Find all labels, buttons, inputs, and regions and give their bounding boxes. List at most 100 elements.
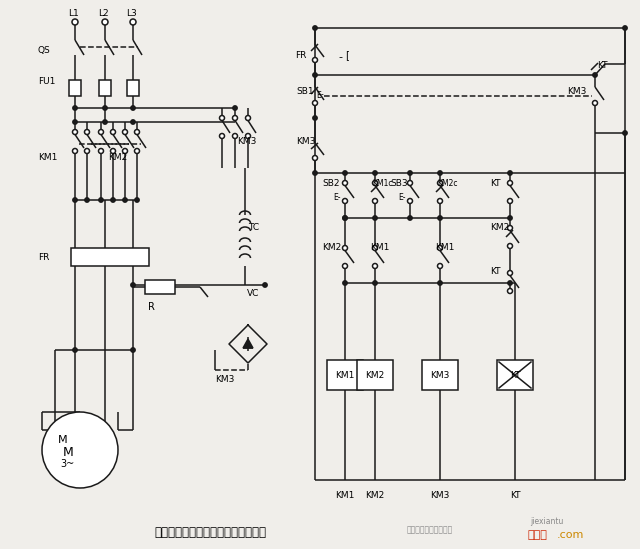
Text: KM2: KM2 xyxy=(365,490,385,500)
Circle shape xyxy=(372,171,377,175)
Circle shape xyxy=(372,264,378,268)
Circle shape xyxy=(131,348,135,352)
Circle shape xyxy=(42,412,118,488)
Text: QS: QS xyxy=(38,46,51,54)
Circle shape xyxy=(131,120,135,124)
Circle shape xyxy=(313,26,317,30)
Circle shape xyxy=(84,130,90,135)
Circle shape xyxy=(508,216,512,220)
Circle shape xyxy=(343,171,347,175)
Circle shape xyxy=(508,289,513,294)
Text: KM1c: KM1c xyxy=(372,178,392,188)
Text: VC: VC xyxy=(247,289,259,299)
Text: TC: TC xyxy=(248,223,259,232)
Text: M: M xyxy=(63,445,74,458)
Circle shape xyxy=(372,199,378,204)
Text: KM3: KM3 xyxy=(567,87,586,97)
Circle shape xyxy=(342,264,348,268)
Circle shape xyxy=(122,148,127,154)
Circle shape xyxy=(220,133,225,138)
Circle shape xyxy=(372,281,377,285)
Circle shape xyxy=(438,281,442,285)
Circle shape xyxy=(134,130,140,135)
Circle shape xyxy=(99,148,104,154)
Circle shape xyxy=(343,216,347,220)
Circle shape xyxy=(232,133,237,138)
Text: L2: L2 xyxy=(98,8,109,18)
Text: -: - xyxy=(321,91,324,99)
Circle shape xyxy=(84,148,90,154)
Circle shape xyxy=(508,281,512,285)
Circle shape xyxy=(111,148,115,154)
Text: L3: L3 xyxy=(126,8,137,18)
Text: KM3: KM3 xyxy=(237,137,257,147)
Text: KM1: KM1 xyxy=(435,244,454,253)
Text: KM1: KM1 xyxy=(335,371,355,379)
Text: E-: E- xyxy=(398,193,406,201)
Bar xyxy=(71,248,149,266)
Circle shape xyxy=(313,171,317,175)
Circle shape xyxy=(438,181,442,186)
Text: 杭州将睿科技有限公司: 杭州将睿科技有限公司 xyxy=(407,525,453,535)
Bar xyxy=(422,360,458,390)
Polygon shape xyxy=(243,339,253,348)
Circle shape xyxy=(263,283,268,287)
Text: KM3: KM3 xyxy=(430,371,450,379)
Circle shape xyxy=(623,131,627,135)
Circle shape xyxy=(130,19,136,25)
Circle shape xyxy=(343,281,347,285)
Circle shape xyxy=(134,148,140,154)
Circle shape xyxy=(508,199,513,204)
Circle shape xyxy=(312,100,317,105)
Circle shape xyxy=(342,199,348,204)
Circle shape xyxy=(72,19,78,25)
Circle shape xyxy=(232,115,237,120)
Circle shape xyxy=(593,100,598,105)
Circle shape xyxy=(99,130,104,135)
Text: FR: FR xyxy=(38,254,49,262)
Circle shape xyxy=(73,106,77,110)
Circle shape xyxy=(135,198,140,202)
Circle shape xyxy=(593,73,597,77)
Circle shape xyxy=(246,133,250,138)
Text: KT: KT xyxy=(490,178,500,188)
Circle shape xyxy=(508,244,513,249)
Text: R: R xyxy=(148,302,155,312)
Text: FR: FR xyxy=(295,51,307,59)
Circle shape xyxy=(508,226,513,231)
Bar xyxy=(69,80,81,96)
Bar xyxy=(145,280,175,294)
Circle shape xyxy=(233,106,237,110)
Circle shape xyxy=(508,171,512,175)
Circle shape xyxy=(103,120,108,124)
Text: 电动机可逆运行的能耗制动控制线路: 电动机可逆运行的能耗制动控制线路 xyxy=(154,525,266,539)
Bar xyxy=(99,80,111,96)
Text: M: M xyxy=(58,435,68,445)
Text: SB3: SB3 xyxy=(390,178,408,188)
Bar xyxy=(327,360,363,390)
Text: jiexiantu: jiexiantu xyxy=(530,517,563,525)
Circle shape xyxy=(508,181,513,186)
Circle shape xyxy=(102,19,108,25)
Text: 3~: 3~ xyxy=(60,459,74,469)
Text: KM1: KM1 xyxy=(335,490,355,500)
Circle shape xyxy=(73,348,77,352)
Text: KM2: KM2 xyxy=(108,154,127,163)
Circle shape xyxy=(99,198,103,202)
Bar xyxy=(357,360,393,390)
Text: KM2c: KM2c xyxy=(437,178,458,188)
Text: E: E xyxy=(316,91,321,99)
Text: E-: E- xyxy=(333,193,340,201)
Text: SB1: SB1 xyxy=(296,87,314,97)
Text: KM3: KM3 xyxy=(430,490,450,500)
Circle shape xyxy=(438,199,442,204)
Circle shape xyxy=(111,130,115,135)
Circle shape xyxy=(438,216,442,220)
Text: KM2: KM2 xyxy=(490,223,509,232)
Circle shape xyxy=(508,271,513,276)
Circle shape xyxy=(408,171,412,175)
Circle shape xyxy=(246,115,250,120)
Text: KM1: KM1 xyxy=(370,244,389,253)
Circle shape xyxy=(122,130,127,135)
Text: KM2: KM2 xyxy=(365,371,385,379)
